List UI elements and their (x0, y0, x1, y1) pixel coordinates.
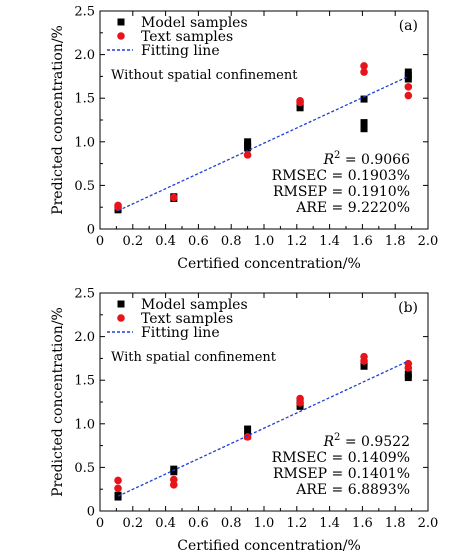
model-sample-point (114, 491, 122, 499)
text-sample-point (360, 62, 368, 70)
fitting-line (117, 75, 409, 212)
text-sample-point (360, 68, 368, 76)
x-tick-label: 0.2 (122, 516, 143, 531)
text-sample-point (114, 201, 122, 210)
y-tick-label: 2.0 (74, 48, 95, 63)
legend-label: Fitting line (141, 43, 220, 59)
model-sample-point (244, 138, 252, 146)
legend-label: Text samples (141, 29, 233, 45)
y-tick-label: 0.5 (74, 461, 95, 476)
legend-square-swatch (117, 300, 125, 308)
x-tick-label: 0.4 (155, 234, 176, 249)
model-sample-point (404, 68, 412, 76)
x-tick-label: 2.0 (418, 516, 439, 531)
legend-label: Fitting line (141, 325, 220, 341)
text-sample-point (404, 91, 413, 100)
stat-line: RMSEP = 0.1401% (273, 466, 410, 482)
legend-label: Model samples (141, 297, 248, 313)
panel-label: (a) (399, 18, 418, 34)
chart-panel-b: 0 0.2 0.4 0.6 0.8 1.0 1.2 1.4 1.6 1.8 2.0 0 0.5 1.0 1.… (50, 287, 438, 555)
legend-circle-swatch (117, 32, 125, 40)
x-tick-label: 1.2 (286, 234, 307, 249)
stat-line: R2 = 0.9522 (322, 432, 410, 450)
x-tick-label: 0.8 (221, 516, 242, 531)
x-tick-label: 0 (96, 234, 104, 249)
x-tick-label: 0 (96, 516, 104, 531)
x-tick-label: 1.6 (352, 516, 373, 531)
y-tick-label: 0.5 (74, 179, 95, 194)
model-sample-point (360, 125, 368, 133)
model-sample-point (360, 95, 368, 103)
legend-label: Model samples (141, 15, 248, 31)
y-tick-label: 1.0 (74, 135, 95, 150)
chart-panel-a: 0 0.2 0.4 0.6 0.8 1.0 1.2 1.4 1.6 1.8 2.0 0 0.5 1.0 1.… (50, 5, 438, 273)
text-sample-point (404, 359, 413, 368)
legend-square-swatch (117, 18, 125, 26)
legend-circle-swatch (117, 314, 125, 322)
x-tick-label: 1.4 (319, 234, 340, 249)
x-tick-label: 1.6 (352, 234, 373, 249)
stat-line: RMSEC = 0.1903% (272, 168, 410, 184)
y-tick-label: 1.0 (74, 417, 95, 432)
text-sample-point (114, 476, 122, 485)
stat-line: R2 = 0.9066 (322, 150, 410, 168)
condition-caption: Without spatial confinement (111, 68, 298, 83)
text-sample-point (296, 394, 304, 403)
fitting-line (117, 360, 409, 497)
model-sample-point (170, 465, 178, 473)
y-tick-label: 0 (87, 223, 95, 238)
x-tick-label: 0.2 (122, 234, 143, 249)
x-axis-label: Certified concentration/% (177, 538, 361, 554)
y-tick-label: 1.5 (74, 374, 95, 389)
x-tick-label: 1.2 (286, 516, 307, 531)
text-sample-point (170, 475, 178, 484)
y-tick-label: 0 (87, 505, 95, 520)
x-tick-label: 1.0 (254, 516, 275, 531)
y-tick-label: 2.5 (74, 287, 95, 302)
stat-line: RMSEC = 0.1409% (272, 450, 410, 466)
text-sample-point (404, 83, 413, 91)
stat-line: ARE = 9.2220% (295, 200, 410, 216)
stat-line: ARE = 6.8893% (295, 482, 410, 498)
x-tick-label: 0.6 (188, 516, 209, 531)
model-sample-point (360, 119, 368, 127)
condition-caption: With spatial confinement (111, 350, 277, 365)
text-sample-point (170, 481, 178, 489)
y-tick-label: 1.5 (74, 92, 95, 107)
y-tick-label: 2.0 (74, 330, 95, 345)
x-tick-label: 0.6 (188, 234, 209, 249)
model-sample-point (244, 425, 252, 433)
y-tick-label: 2.5 (74, 5, 95, 20)
x-axis-label: Certified concentration/% (177, 256, 361, 272)
panel-label: (b) (398, 300, 418, 316)
text-sample-point (170, 193, 178, 202)
legend-label: Text samples (141, 311, 233, 327)
text-sample-point (296, 97, 304, 105)
x-tick-label: 0.4 (155, 516, 176, 531)
stat-line: RMSEP = 0.1910% (273, 184, 410, 200)
x-tick-label: 0.8 (221, 234, 242, 249)
x-tick-label: 1.8 (385, 234, 406, 249)
x-tick-label: 1.0 (254, 234, 275, 249)
x-tick-label: 1.4 (319, 516, 340, 531)
x-tick-label: 1.8 (385, 516, 406, 531)
model-sample-point (404, 370, 412, 378)
text-sample-point (360, 352, 368, 361)
x-tick-label: 2.0 (418, 234, 439, 249)
y-axis-label: Predicted concentration/% (50, 25, 66, 215)
y-axis-label: Predicted concentration/% (50, 307, 66, 497)
text-sample-point (243, 151, 252, 159)
text-sample-point (114, 484, 122, 493)
